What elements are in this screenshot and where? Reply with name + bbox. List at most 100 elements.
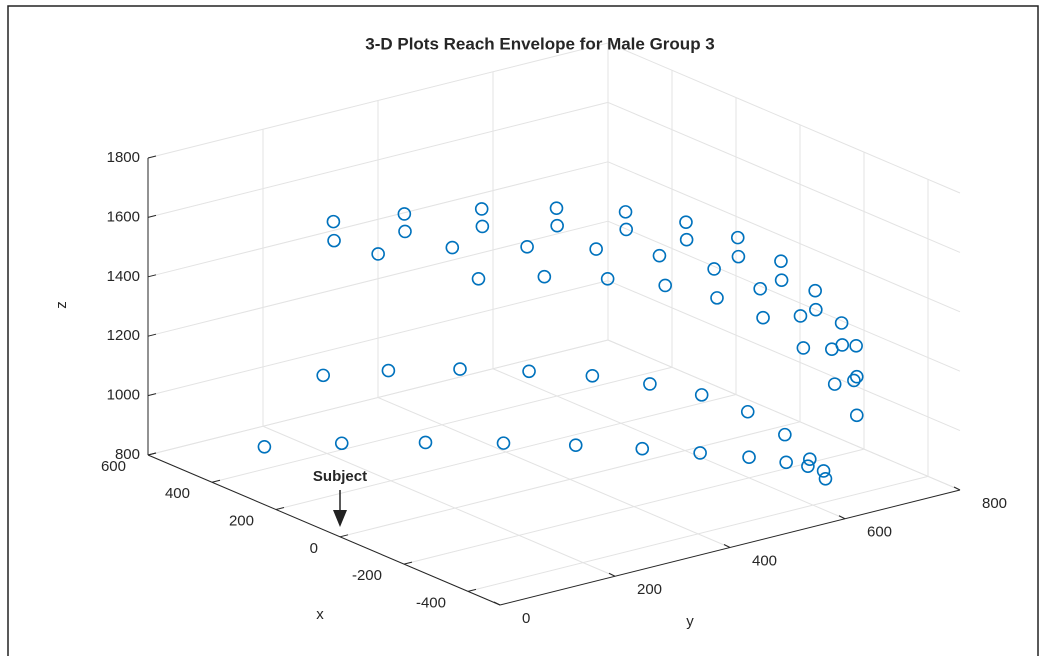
- tick-mark: [608, 572, 616, 577]
- z-tick-label: 1000: [107, 387, 140, 404]
- point: [658, 278, 673, 293]
- point: [774, 254, 788, 268]
- grid-line: [275, 394, 737, 511]
- x-axis-label: x: [316, 606, 324, 623]
- point: [316, 368, 331, 383]
- point: [730, 230, 745, 245]
- point: [257, 439, 272, 454]
- frame: [7, 5, 1039, 656]
- point: [802, 452, 817, 467]
- point: [445, 240, 460, 255]
- point: [849, 369, 864, 384]
- point: [585, 369, 600, 383]
- tick-mark: [403, 561, 413, 565]
- point: [371, 247, 385, 261]
- point: [619, 222, 634, 237]
- tick-mark: [493, 601, 501, 606]
- point: [549, 201, 564, 215]
- tick-mark: [953, 486, 961, 491]
- chart-title: 3-D Plots Reach Envelope for Male Group …: [365, 34, 715, 53]
- point: [618, 205, 633, 219]
- point: [740, 404, 755, 419]
- point: [418, 435, 433, 450]
- point: [334, 436, 349, 451]
- grid-line: [492, 368, 846, 520]
- point: [537, 269, 552, 284]
- point: [808, 283, 822, 298]
- z-tick-label: 800: [115, 446, 140, 463]
- z-tick-label: 1400: [107, 268, 140, 285]
- axis-line: [147, 454, 501, 606]
- point: [568, 438, 583, 453]
- y-tick-label: 800: [982, 495, 1007, 512]
- point: [801, 459, 815, 473]
- grid-line: [467, 475, 929, 592]
- tick-mark: [723, 544, 731, 548]
- tick-mark: [838, 515, 846, 520]
- z-tick-label: 1600: [107, 208, 140, 225]
- point: [774, 273, 789, 287]
- point: [453, 362, 467, 376]
- point: [779, 455, 793, 470]
- tick-mark: [467, 588, 477, 592]
- point: [707, 262, 721, 276]
- z-axis-label: z: [53, 301, 70, 309]
- point: [496, 436, 511, 450]
- marks: [257, 201, 864, 486]
- point: [397, 207, 412, 221]
- point: [834, 316, 849, 330]
- point: [693, 446, 707, 460]
- point: [731, 249, 746, 264]
- annotation: Subject: [313, 468, 367, 485]
- x-tick-label: -200: [352, 567, 382, 584]
- tick-mark: [147, 274, 157, 278]
- point: [589, 242, 603, 256]
- point: [381, 363, 396, 378]
- point: [398, 224, 412, 239]
- z-tick-label: 1200: [107, 327, 140, 344]
- tick-mark: [147, 333, 157, 337]
- point: [756, 310, 770, 325]
- point: [818, 471, 833, 486]
- point: [652, 248, 667, 263]
- grid-line: [262, 425, 616, 577]
- point: [550, 218, 564, 233]
- point: [816, 464, 831, 478]
- grid-line: [339, 421, 801, 538]
- point: [327, 233, 341, 248]
- tick-mark: [147, 155, 157, 159]
- point: [796, 341, 811, 355]
- point: [679, 215, 693, 229]
- grid-line: [607, 101, 961, 253]
- grid-line: [377, 397, 731, 548]
- grid-line: [211, 366, 673, 483]
- point: [827, 377, 842, 391]
- tick-mark: [147, 214, 157, 218]
- y-tick-label: 200: [637, 581, 662, 598]
- point: [326, 214, 341, 229]
- point: [679, 232, 694, 247]
- annotation-arrowhead: [333, 510, 347, 527]
- x-tick-label: 600: [101, 458, 126, 475]
- x-tick-label: 0: [310, 540, 318, 557]
- x-tick-label: -400: [416, 594, 446, 611]
- point: [809, 302, 823, 317]
- point: [825, 342, 839, 356]
- y-tick-label: 400: [752, 552, 777, 569]
- x-tick-label: 200: [229, 513, 254, 530]
- point: [475, 219, 490, 234]
- tick-mark: [275, 507, 285, 511]
- point: [847, 373, 861, 388]
- point: [600, 272, 615, 286]
- point: [520, 240, 534, 254]
- point: [778, 427, 792, 442]
- point: [849, 408, 864, 423]
- tick-mark: [147, 452, 157, 456]
- grid-line: [607, 220, 961, 372]
- z-tick-label: 1800: [107, 149, 140, 166]
- point: [643, 377, 657, 391]
- point: [710, 291, 724, 305]
- point: [471, 272, 486, 286]
- point: [742, 450, 756, 465]
